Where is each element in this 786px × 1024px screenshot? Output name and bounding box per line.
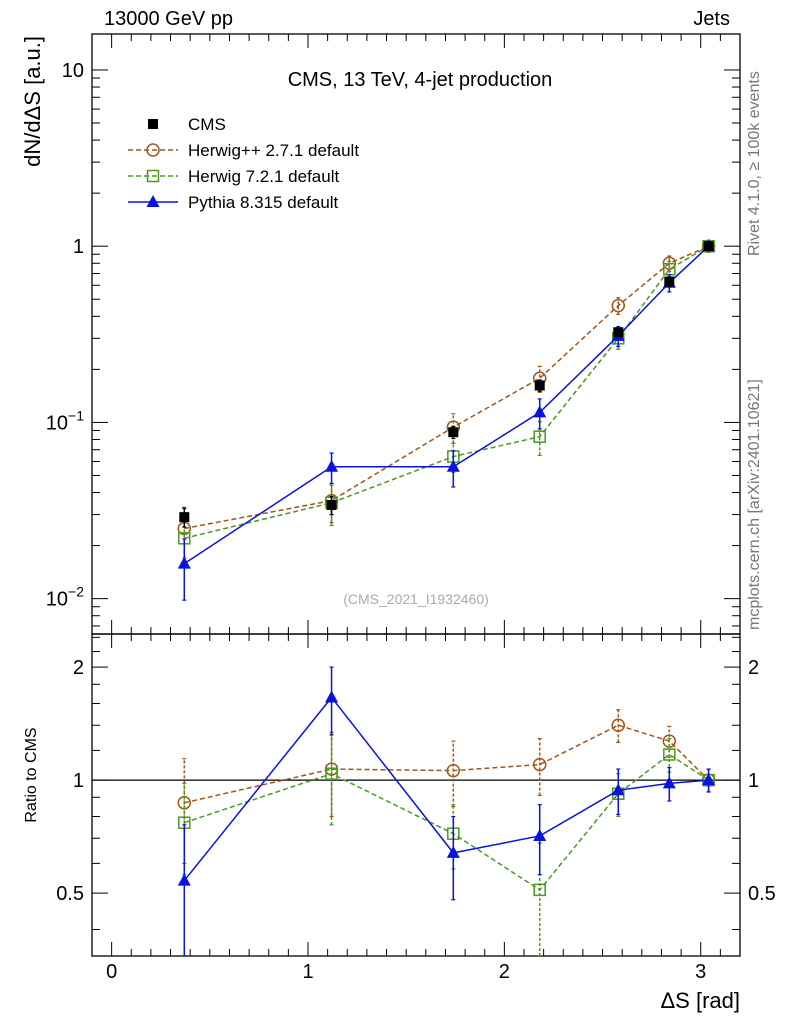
rivet-label: Rivet 4.1.0, ≥ 100k events: [746, 71, 763, 256]
ratio-series-circle-dashed: [177, 709, 716, 864]
y-tick-label-right: 0.5: [748, 883, 776, 905]
data-point: [662, 776, 676, 789]
main-series-circle-dashed: [177, 239, 716, 559]
y-tick-label: 0.5: [56, 883, 84, 905]
data-point: [532, 757, 547, 772]
data-point: [325, 767, 338, 780]
mcplots-label: mcplots.cern.ch [arXiv:2401.10621]: [746, 379, 763, 630]
data-point: [533, 405, 547, 418]
series-line: [184, 245, 709, 540]
data-point: [664, 276, 675, 287]
x-axis-ticks: [111, 34, 741, 956]
y-tick-label: 10−2: [46, 584, 84, 611]
series-line: [184, 753, 709, 891]
chart-title: CMS, 13 TeV, 4-jet production: [288, 69, 553, 91]
y-tick-label: 1: [73, 236, 84, 258]
y-tick-label-right: 1: [748, 770, 759, 792]
data-point: [533, 828, 547, 841]
x-tick-label: 2: [499, 961, 510, 983]
data-point: [446, 845, 460, 858]
y-axis-label: dN/dΔS [a.u.]: [20, 36, 45, 167]
ratio-y-axis-label: Ratio to CMS: [23, 727, 40, 822]
main-series-group: [177, 239, 716, 601]
ratio-panel-frame: [91, 633, 741, 957]
ratio-y-ticks: [92, 636, 740, 931]
main-y-ticks: [92, 69, 740, 627]
y-tick-label: 2: [73, 657, 84, 679]
chart-watermark: (CMS_2021_I1932460): [343, 591, 489, 607]
data-point: [663, 748, 676, 761]
legend-label: Herwig++ 2.7.1 default: [188, 141, 359, 160]
data-point: [611, 718, 626, 732]
legend-label: Pythia 8.315 default: [188, 193, 339, 212]
header-right: Jets: [693, 8, 730, 30]
data-point: [325, 690, 339, 703]
legend: CMS Herwig++ 2.7.1 default Herwig 7.2.1 de…: [128, 115, 359, 212]
data-point: [533, 883, 546, 897]
x-tick-label: 3: [695, 961, 706, 983]
data-point: [448, 427, 459, 438]
x-tick-label: 1: [302, 961, 313, 983]
series-line: [184, 245, 709, 530]
legend-entry: Pythia 8.315 default: [128, 193, 339, 212]
data-point: [326, 499, 337, 510]
x-tick-label: 0: [106, 961, 117, 983]
data-point: [611, 298, 626, 313]
ratio-series-group: [177, 666, 716, 956]
data-point: [534, 380, 545, 391]
series-line: [183, 245, 710, 565]
data-point: [613, 327, 624, 338]
data-point: [446, 459, 460, 472]
data-point: [177, 873, 191, 886]
legend-entry: CMS: [148, 115, 226, 134]
data-point: [611, 783, 625, 796]
y-tick-label: 1: [73, 770, 84, 792]
legend-label: Herwig 7.2.1 default: [188, 167, 339, 186]
ratio-series-triangle-solid: [177, 666, 716, 956]
ratio-series-square-dashed: [178, 734, 715, 956]
main-series-triangle-solid: [177, 239, 716, 601]
data-point: [146, 143, 160, 157]
header-left: 13000 GeV pp: [104, 8, 233, 30]
data-point: [177, 556, 191, 569]
series-line: [183, 696, 709, 882]
main-series-data: [179, 241, 714, 528]
data-point: [703, 241, 714, 252]
y-tick-label-right: 2: [748, 657, 759, 679]
data-point: [146, 169, 160, 183]
series-line: [184, 724, 710, 804]
legend-entry: Herwig 7.2.1 default: [128, 167, 339, 186]
data-point: [533, 430, 546, 443]
y-tick-label: 10: [62, 60, 84, 82]
legend-label: CMS: [188, 115, 226, 134]
data-point: [179, 512, 190, 523]
data-point: [325, 459, 339, 472]
data-point: [446, 763, 461, 778]
data-point: [146, 195, 160, 207]
legend-entry: Herwig++ 2.7.1 default: [128, 141, 359, 160]
y-tick-label: 10−1: [46, 407, 84, 434]
x-axis-label: ΔS [rad]: [660, 988, 740, 1013]
data-point: [702, 773, 716, 786]
data-point: [148, 119, 158, 129]
